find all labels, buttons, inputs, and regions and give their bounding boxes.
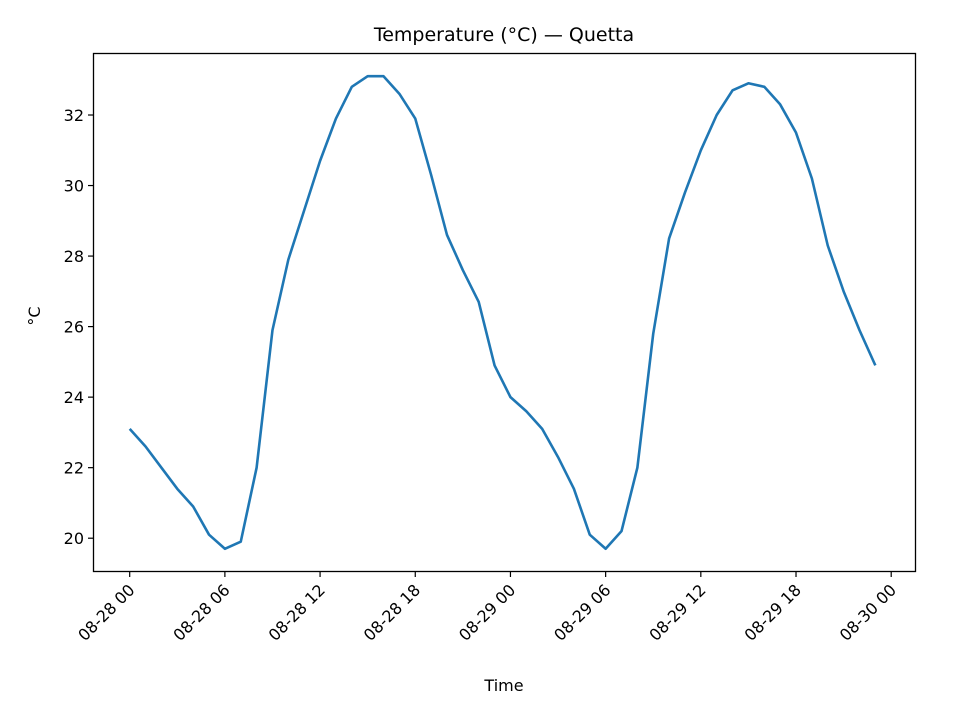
x-axis: 08-28 00 08-28 06 08-28 12 08-28 18 08-29 00… (74, 571, 900, 645)
x-tick-label: 08-29 00 (455, 580, 519, 644)
y-tick-label: 32 (64, 106, 84, 125)
y-tick-label: 30 (64, 177, 84, 196)
y-tick-label: 28 (64, 247, 84, 266)
plot-area (128, 74, 877, 551)
y-tick-label: 20 (64, 529, 84, 548)
plot-frame (92, 52, 917, 573)
chart-title: Temperature (°C) — Quetta (373, 24, 634, 46)
y-tick-label: 26 (64, 318, 84, 337)
y-tick-label: 24 (64, 388, 84, 407)
x-tick-label: 08-29 12 (645, 580, 709, 644)
x-tick-label: 08-28 18 (360, 580, 424, 644)
x-tick-label: 08-28 12 (265, 580, 329, 644)
x-tick-label: 08-28 00 (74, 580, 138, 644)
y-tick-label: 22 (64, 459, 84, 478)
y-axis-label: °C (25, 306, 44, 325)
y-axis: 20 22 24 26 28 30 32 (64, 106, 94, 548)
temperature-line (128, 74, 877, 551)
x-tick-label: 08-29 06 (550, 580, 614, 644)
x-tick-label: 08-28 06 (169, 580, 233, 644)
x-tick-label: 08-29 18 (741, 580, 805, 644)
x-axis-label: Time (483, 676, 523, 695)
x-tick-label: 08-30 00 (836, 580, 900, 644)
